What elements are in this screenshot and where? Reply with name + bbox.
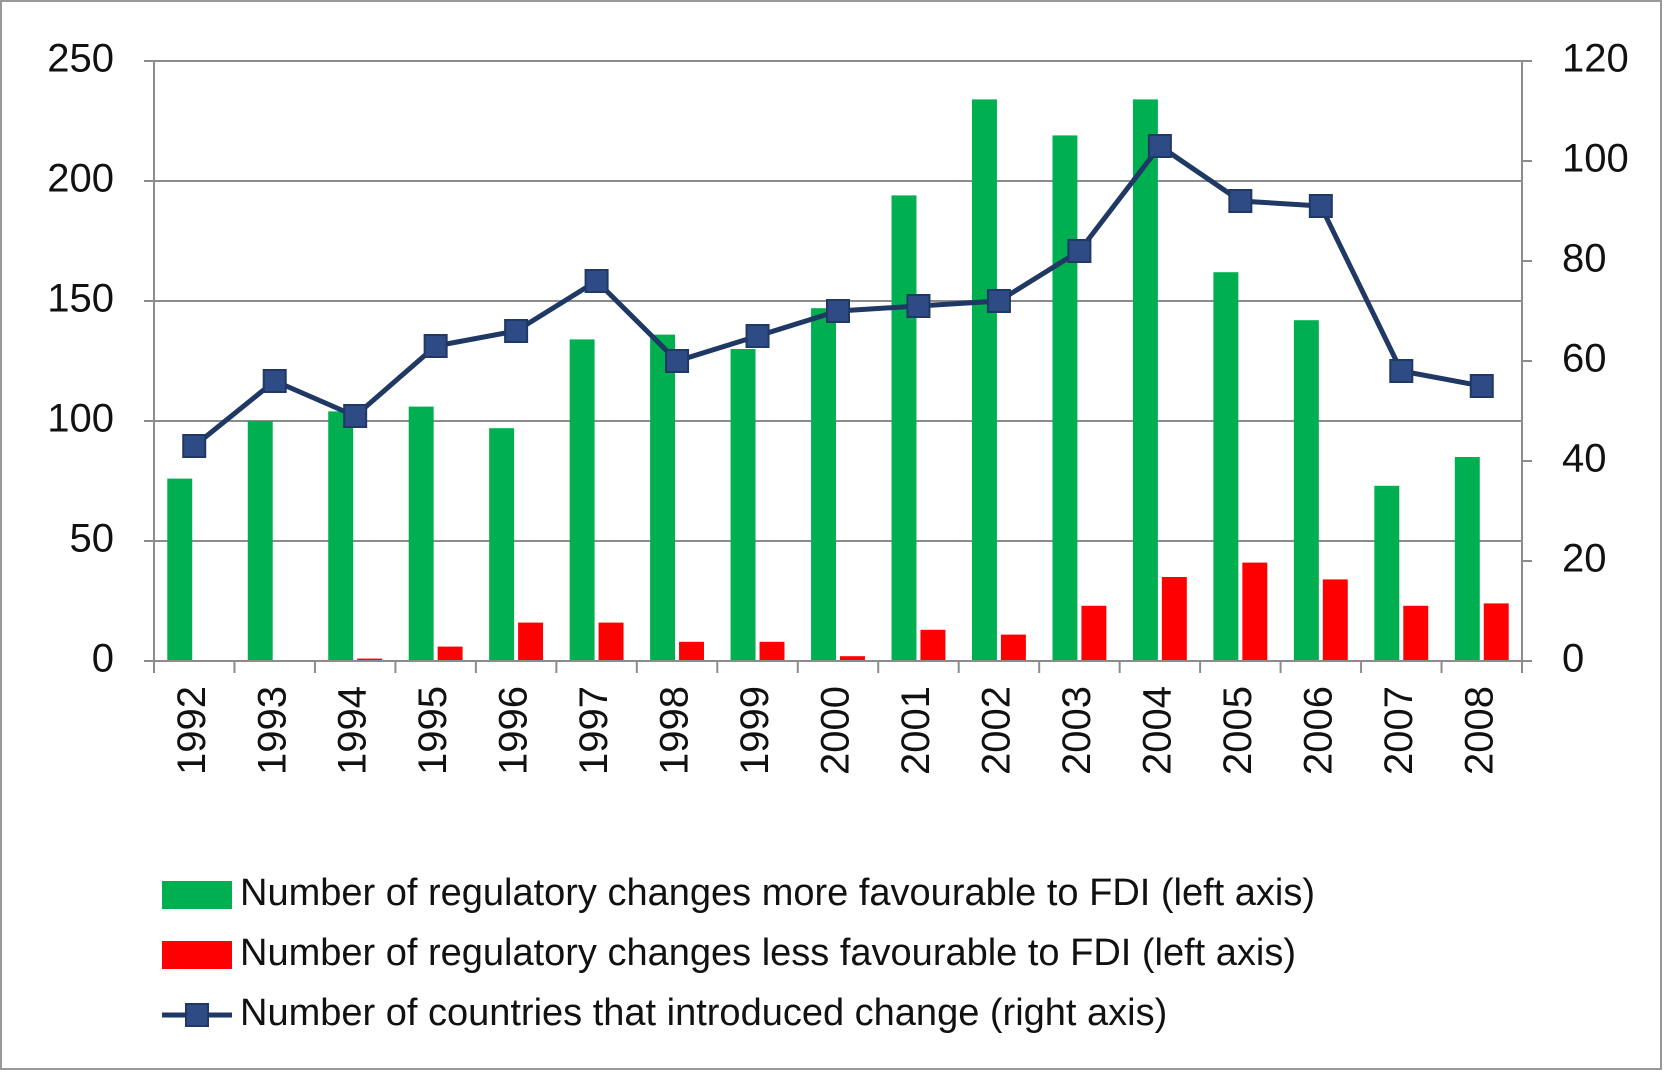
bar [1132,99,1158,661]
line-marker [262,369,287,393]
line-marker [906,294,931,318]
bar [920,629,946,661]
bar [650,334,676,661]
legend-label: Number of regulatory changes less favour… [240,932,1296,974]
x-tick-label: 2006 [1296,686,1340,775]
bar [247,421,273,661]
x-tick-label: 2002 [975,686,1019,775]
bar [437,646,463,661]
legend-label: Number of regulatory changes more favour… [240,872,1315,914]
y2-tick-label: 60 [1562,337,1607,381]
line-marker [1147,134,1172,158]
line-marker [1228,189,1253,213]
x-tick-label: 1994 [331,686,375,775]
x-tick-label: 2007 [1377,686,1421,775]
legend-swatch [162,941,232,969]
line-marker [1067,239,1092,263]
y2-tick-label: 120 [1562,37,1629,81]
bar [569,339,595,661]
y-tick-label: 50 [70,517,115,561]
x-tick-label: 1996 [492,686,536,775]
bar [1293,320,1319,661]
y2-tick-label: 40 [1562,437,1607,481]
line-marker [182,434,207,458]
bar [1161,577,1187,661]
line-marker [423,334,448,358]
y-tick-label: 100 [47,397,114,441]
bar [357,658,383,661]
bar [1454,457,1480,661]
bar [489,428,515,661]
line-marker [986,289,1011,313]
x-tick-label: 2000 [814,686,858,775]
legend-swatch [162,881,232,909]
y-tick-label: 200 [47,157,114,201]
line-marker [343,404,368,428]
bar [598,622,624,661]
y-tick-label: 0 [92,637,114,681]
bar [1000,634,1026,661]
line-marker [504,319,529,343]
x-tick-label: 2003 [1055,686,1099,775]
y2-tick-label: 20 [1562,537,1607,581]
bar [408,406,434,661]
x-tick-label: 1999 [733,686,777,775]
bar [971,99,997,661]
bar [1322,579,1348,661]
legend-label: Number of countries that introduced chan… [240,992,1167,1034]
bar [891,195,917,661]
bar [811,308,836,661]
bar [840,656,865,661]
y-tick-label: 250 [47,37,114,81]
bar [679,641,705,661]
bar [1213,272,1239,661]
legend-swatch [185,1003,209,1027]
bar [1242,562,1268,661]
bar [759,641,785,661]
bar [167,478,193,661]
x-tick-label: 1992 [170,686,214,775]
y2-tick-label: 80 [1562,237,1607,281]
bar [328,411,354,661]
line-marker [1308,194,1333,218]
y2-tick-label: 0 [1562,637,1584,681]
x-tick-label: 2004 [1135,686,1179,775]
x-tick-label: 2005 [1216,686,1260,775]
x-tick-label: 1995 [411,686,455,775]
line-marker [826,299,850,323]
bar [730,349,756,661]
line-marker [745,324,770,348]
x-tick-label: 2001 [894,686,938,775]
line-marker [665,349,690,373]
y-tick-label: 150 [47,277,114,321]
bar [1052,135,1078,661]
x-tick-label: 1993 [250,686,294,775]
x-tick-label: 1997 [572,686,616,775]
x-tick-label: 1998 [653,686,697,775]
x-tick-label: 2008 [1457,686,1501,775]
bar [1483,603,1509,661]
bar [518,622,544,661]
bar [1081,605,1107,661]
bar [1374,485,1400,661]
line-marker [1469,374,1494,398]
line-marker [1389,359,1414,383]
y2-tick-label: 100 [1562,137,1629,181]
line-marker [584,269,609,293]
bar [1403,605,1429,661]
